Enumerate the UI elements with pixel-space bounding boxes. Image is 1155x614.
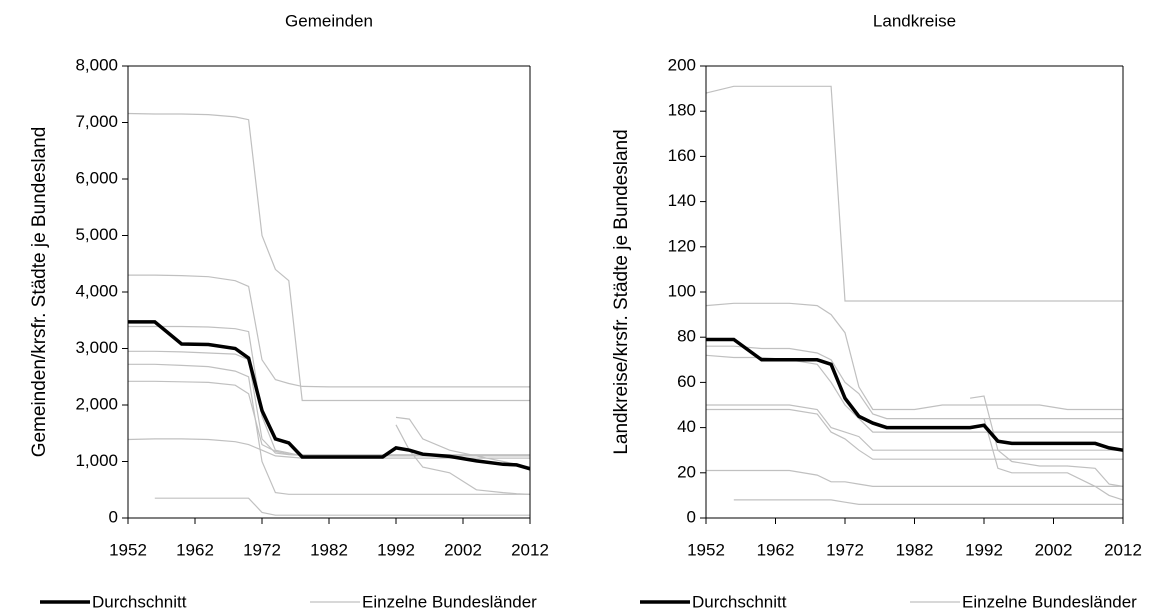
x-tick-label: 2002 <box>1035 540 1073 559</box>
x-tick-label: 2012 <box>1104 540 1142 559</box>
state-line <box>706 345 1123 420</box>
state-line <box>128 380 530 456</box>
y-tick-label: 3,000 <box>75 338 118 357</box>
state-line <box>128 274 530 388</box>
state-line <box>127 112 530 402</box>
y-tick-label: 120 <box>668 236 696 255</box>
y-tick-label: 2,000 <box>75 394 118 413</box>
chart-title: Gemeinden <box>285 11 373 30</box>
x-tick-label: 2012 <box>511 540 549 559</box>
x-tick-label: 1952 <box>109 540 147 559</box>
average-line <box>128 320 531 471</box>
y-tick-label: 80 <box>677 327 696 346</box>
state-line <box>705 354 1123 433</box>
x-tick-label: 1962 <box>176 540 214 559</box>
state-line <box>128 363 530 495</box>
legend-label: Einzelne Bundesländer <box>362 592 537 611</box>
y-tick-label: 20 <box>677 462 696 481</box>
y-tick-label: 40 <box>677 417 696 436</box>
y-tick-label: 160 <box>668 146 696 165</box>
y-tick-label: 0 <box>687 507 696 526</box>
x-tick-label: 1992 <box>965 540 1003 559</box>
chart-title: Landkreise <box>873 11 956 30</box>
y-tick-label: 0 <box>109 507 118 526</box>
state-line <box>706 404 1123 451</box>
state-line <box>395 424 531 495</box>
y-axis-label: Gemeinden/krsfr. Städte je Bundesland <box>29 127 50 458</box>
y-tick-label: 140 <box>668 191 696 210</box>
average-line <box>706 337 1124 452</box>
state-line <box>705 85 1123 302</box>
state-line <box>128 350 530 456</box>
x-tick-label: 1972 <box>826 540 864 559</box>
x-tick-label: 1952 <box>687 540 725 559</box>
y-tick-label: 7,000 <box>75 112 118 131</box>
x-tick-label: 1992 <box>377 540 415 559</box>
y-tick-label: 4,000 <box>75 281 118 300</box>
legend-label: Durchschnitt <box>92 592 187 611</box>
y-tick-label: 5,000 <box>75 225 118 244</box>
state-line <box>983 418 1124 501</box>
y-tick-label: 100 <box>668 281 696 300</box>
y-tick-label: 180 <box>668 101 696 120</box>
x-tick-label: 1982 <box>896 540 934 559</box>
x-tick-label: 1962 <box>757 540 795 559</box>
state-line <box>733 499 1123 505</box>
y-axis-label: Landkreise/krsfr. Städte je Bundesland <box>611 129 632 454</box>
y-tick-label: 1,000 <box>75 451 118 470</box>
y-tick-label: 6,000 <box>75 168 118 187</box>
x-tick-label: 1972 <box>243 540 281 559</box>
y-tick-label: 60 <box>677 372 696 391</box>
state-line <box>706 469 1123 487</box>
x-tick-label: 1982 <box>310 540 348 559</box>
state-line <box>970 395 1124 487</box>
y-tick-label: 8,000 <box>75 55 118 74</box>
x-tick-label: 2002 <box>444 540 482 559</box>
y-tick-label: 200 <box>668 55 696 74</box>
state-line <box>705 302 1123 411</box>
legend-label: Einzelne Bundesländer <box>962 592 1137 611</box>
state-line <box>128 325 530 457</box>
legend-label: Durchschnitt <box>692 592 787 611</box>
state-line <box>154 497 530 516</box>
state-line <box>706 408 1123 460</box>
